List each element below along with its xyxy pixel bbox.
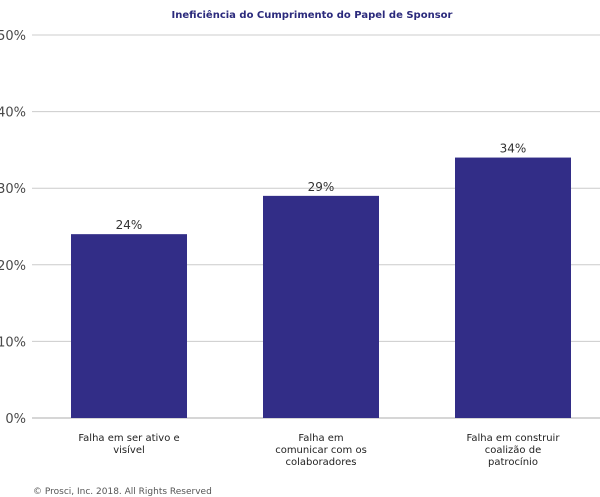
y-tick-label: 40% xyxy=(0,106,26,121)
y-tick-label: 50% xyxy=(0,29,26,44)
bar xyxy=(71,234,187,418)
copyright-footer: © Prosci, Inc. 2018. All Rights Reserved xyxy=(33,487,212,497)
bars xyxy=(71,157,571,418)
data-label: 29% xyxy=(308,180,335,194)
x-axis-categories: Falha em ser ativo e visível Falha em comun… xyxy=(78,433,560,468)
y-axis-ticks: 0% 10% 20% 30% 40% 50% xyxy=(0,29,26,427)
category-label: Falha em comunicar com os colaboradores xyxy=(275,433,367,468)
chart-title: Ineficiência do Cumprimento do Papel de … xyxy=(172,9,453,21)
y-tick-label: 20% xyxy=(0,259,26,274)
bar xyxy=(455,157,571,418)
y-tick-label: 10% xyxy=(0,335,26,350)
bar xyxy=(263,195,379,418)
data-label: 34% xyxy=(500,142,527,156)
data-label: 24% xyxy=(116,218,143,232)
data-labels: 24% 29% 34% xyxy=(116,142,527,233)
y-tick-label: 30% xyxy=(0,182,26,197)
y-tick-label: 0% xyxy=(5,412,26,427)
category-label: Falha em ser ativo e visível xyxy=(78,433,179,456)
category-label: Falha em construir coalizão de patrocínio xyxy=(467,433,561,468)
